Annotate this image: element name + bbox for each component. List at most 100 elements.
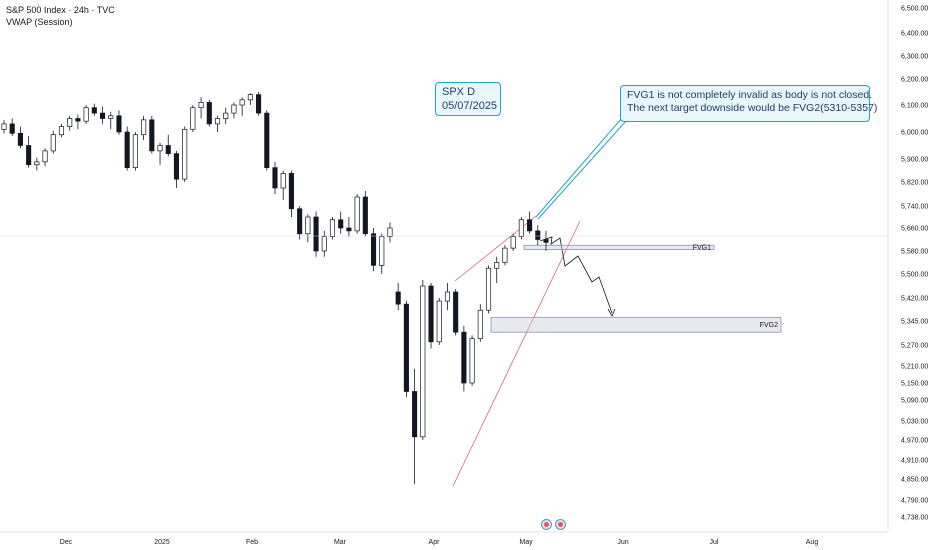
candle-down — [173, 153, 180, 180]
candle-down — [535, 230, 541, 240]
indicator-title[interactable]: VWAP (Session) — [6, 17, 73, 27]
candle-down — [9, 123, 15, 134]
y-tick-label: 5,820.00 — [901, 180, 928, 187]
candle-down — [264, 112, 270, 168]
candle-down — [165, 145, 171, 154]
y-tick-label: 4,970.00 — [901, 438, 928, 445]
y-tick-label: 5,090.00 — [901, 398, 928, 405]
candle-up — [379, 236, 385, 266]
candle-up — [469, 338, 475, 384]
note-annotation-box[interactable]: FVG1 is not completely invalid as body i… — [620, 85, 877, 122]
x-tick-label: May — [519, 539, 533, 546]
candle-down — [297, 208, 303, 235]
candle-up — [239, 99, 245, 106]
chart-legend: S&P 500 Index · 24h · TVC VWAP (Session) — [6, 4, 115, 28]
x-tick-label: Feb — [246, 539, 258, 546]
candle-up — [329, 219, 336, 237]
candle-down — [370, 233, 377, 266]
candle-down — [461, 331, 467, 384]
fvg-zone-label: FVG1 — [693, 244, 711, 251]
candle-down — [288, 173, 294, 210]
candle-down — [272, 167, 278, 189]
y-tick-label: 5,740.00 — [901, 204, 928, 211]
x-tick-label: Mar — [334, 539, 347, 546]
candle-up — [247, 94, 253, 101]
y-tick-label: 4,910.00 — [901, 458, 928, 465]
x-tick-label: 2025 — [154, 539, 170, 546]
y-tick-label: 4,790.00 — [901, 498, 928, 505]
candle-up — [518, 219, 524, 237]
candle-down — [116, 115, 122, 133]
y-tick-label: 4,738.00 — [901, 515, 928, 522]
symbol-title[interactable]: S&P 500 Index · 24h · TVC — [6, 5, 115, 15]
candle-down — [206, 102, 212, 125]
candle-up — [354, 196, 360, 232]
title-annotation-box[interactable]: SPX D 05/07/2025 — [435, 82, 501, 116]
candle-down — [527, 219, 533, 232]
price-axis[interactable]: 6,500.00 6,400.00 6,300.00 6,200.00 6,100.00… — [887, 0, 928, 530]
projected-path-arrow — [539, 236, 613, 314]
candle-up — [50, 134, 56, 152]
y-tick-label: 5,150.00 — [901, 381, 928, 388]
candle-down — [543, 239, 549, 243]
y-tick-label: 6,200.00 — [901, 77, 928, 84]
y-tick-label: 5,660.00 — [901, 226, 928, 233]
x-tick-label: Jul — [710, 539, 719, 546]
candle-down — [338, 219, 344, 229]
candle-down — [256, 94, 262, 114]
candle-down — [313, 216, 319, 252]
candle-up — [436, 300, 442, 343]
title-line-2: 05/07/2025 — [442, 100, 498, 112]
y-tick-label: 5,580.00 — [901, 249, 928, 256]
y-tick-label: 6,400.00 — [901, 31, 928, 38]
fvg-zones: FVG1 FVG2 — [490, 244, 782, 333]
note-line-1: FVG1 is not completely invalid as body i… — [627, 89, 873, 101]
candle-down — [346, 227, 352, 232]
x-tick-label: Dec — [60, 539, 73, 546]
candle-up — [305, 216, 311, 235]
y-tick-label: 6,300.00 — [901, 54, 928, 61]
candle-up — [231, 104, 237, 114]
candle-up — [141, 119, 147, 136]
candle-down — [99, 112, 106, 119]
y-tick-label: 5,270.00 — [901, 343, 928, 350]
candle-up — [510, 236, 516, 249]
earnings-icon[interactable] — [555, 519, 566, 530]
candles — [1, 92, 549, 485]
candle-up — [108, 115, 114, 119]
y-tick-label: 5,900.00 — [901, 157, 928, 164]
candle-down — [362, 196, 368, 235]
candle-up — [444, 291, 451, 302]
candle-down — [428, 285, 434, 343]
candle-up — [67, 118, 73, 127]
candle-up — [387, 227, 393, 237]
candle-up — [502, 247, 508, 263]
candle-down — [124, 131, 130, 168]
x-tick-label: Jun — [617, 539, 628, 546]
y-tick-label: 5,210.00 — [901, 364, 928, 371]
candle-down — [26, 145, 32, 166]
fvg-zone[interactable] — [523, 244, 715, 250]
candle-down — [395, 291, 401, 305]
x-tick-label: Aug — [806, 539, 819, 546]
earnings-icon[interactable] — [541, 519, 552, 530]
candle-down — [403, 303, 409, 392]
time-axis[interactable]: Dec 2025 Feb Mar Apr May Jun Jul Aug — [0, 531, 888, 546]
candle-up — [132, 134, 138, 168]
candle-up — [214, 118, 221, 125]
candle-down — [412, 391, 418, 438]
y-tick-label: 5,500.00 — [901, 272, 928, 279]
y-tick-label: 6,000.00 — [901, 130, 928, 137]
candle-up — [420, 285, 426, 438]
candle-up — [485, 267, 492, 311]
arrow-head — [607, 308, 616, 317]
fvg-zone[interactable] — [490, 316, 782, 333]
candle-up — [477, 309, 483, 339]
candle-up — [1, 123, 7, 130]
y-tick-label: 5,345.00 — [901, 319, 928, 326]
y-tick-label: 4,850.00 — [901, 477, 928, 484]
candle-up — [58, 126, 65, 136]
candle-up — [494, 262, 500, 269]
candle-up — [190, 107, 196, 130]
